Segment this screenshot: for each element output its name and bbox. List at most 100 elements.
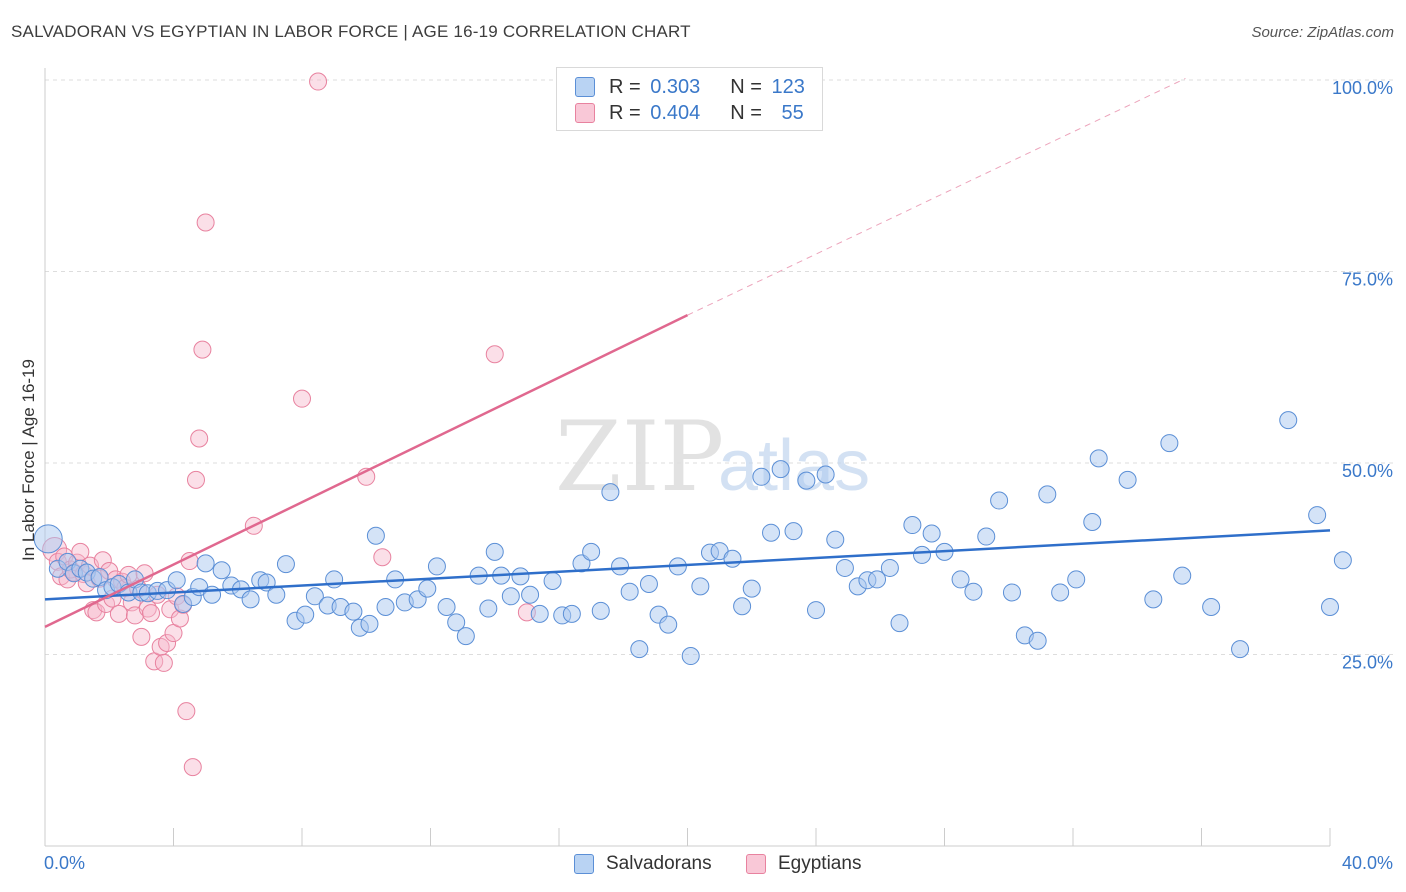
r-value: 0.404 [650,101,701,124]
salvadoran-point [167,571,186,590]
salvadoran-point [376,598,395,617]
salvadoran-point [360,614,379,633]
salvadoran-point [267,585,286,604]
salvadoran-point [913,545,932,564]
salvadoran-point [797,471,816,490]
salvadoran-point [418,579,437,598]
egyptian-point [177,702,196,721]
salvadoran-point [456,627,475,646]
chart-title: SALVADORAN VS EGYPTIAN IN LABOR FORCE | … [11,22,691,41]
egyptians-trend-line [44,314,689,629]
salvadoran-point [990,491,1009,510]
salvadoran-point [639,575,658,594]
salvadoran-point [501,587,520,606]
stats-row-egyptians: R = 0.404 N = 55 [575,100,804,126]
y-tick-label: 75.0% [1342,270,1393,290]
salvadoran-point [1279,411,1298,430]
salvadoran-point [582,542,601,561]
salvadoran-point [530,604,549,623]
salvadoran-point [868,570,887,589]
axes [44,68,1331,847]
salvadoran-point [752,467,771,486]
salvadoran-point [562,604,581,623]
egyptians-legend-swatch [746,854,766,874]
salvadoran-point [447,613,466,632]
salvadoran-point [511,567,530,586]
salvadoran-point [241,590,260,609]
trend-lines [44,78,1331,629]
salvadoran-point [543,571,562,590]
egyptian-point [485,345,504,364]
salvadoran-point [807,601,825,620]
watermark: ZIP atlas [555,401,870,513]
r-label: R = [609,101,641,124]
salvadorans-points [33,411,1352,666]
salvadoran-point [977,527,996,546]
egyptian-point [373,548,392,567]
stats-legend: R = 0.303 N = 123 R = 0.404 N = 55 [556,67,823,131]
salvadoran-point [771,460,790,479]
salvadoran-point [1202,598,1221,617]
salvadoran-point [1118,470,1137,489]
salvadoran-point [437,598,456,617]
n-value: 123 [771,75,805,98]
salvadoran-point [1321,598,1339,617]
salvadoran-point [681,647,700,666]
salvadoran-point [196,554,215,573]
source-credit: Source: ZipAtlas.com [1251,24,1394,41]
legend-label-salvadorans: Salvadorans [606,853,712,874]
salvadoran-point [601,483,620,502]
r-label: R = [609,75,641,98]
salvadoran-point [620,582,639,601]
salvadoran-point [1002,583,1021,602]
stats-row-salvadorans: R = 0.303 N = 123 [575,74,805,100]
salvadoran-point [1028,631,1047,650]
salvadoran-point [1038,485,1057,504]
salvadoran-point [1083,512,1102,531]
grid-lines [45,79,1395,655]
legend-item-salvadorans[interactable]: Salvadorans [574,851,712,877]
y-axis-label: In Labor Force | Age 16-19 [19,359,38,561]
y-tick-label: 50.0% [1342,461,1393,481]
salvadoran-point [591,601,610,620]
salvadoran-point [276,555,295,574]
salvadoran-point [366,526,385,545]
egyptian-point [158,634,177,653]
salvadoran-point [816,465,835,484]
egyptian-point [186,470,205,489]
x-tick-label: 40.0% [1342,853,1393,873]
salvadoran-point [611,557,630,576]
legend-label-egyptians: Egyptians [778,853,862,874]
salvadoran-point [427,557,446,576]
salvadoran-point [296,605,315,624]
n-label: N = [730,101,762,124]
egyptian-point [293,389,311,408]
salvadoran-point [521,585,540,604]
salvadoran-point [479,599,498,618]
legend-item-egyptians[interactable]: Egyptians [746,851,861,877]
egyptian-point [190,429,209,448]
salvadoran-point [762,523,781,542]
salvadoran-point [485,542,504,561]
salvadoran-point [922,524,941,543]
egyptian-point [183,758,202,777]
salvadoran-point [733,597,752,616]
salvadoran-point [784,522,803,541]
salvadorans-swatch [575,77,595,97]
salvadoran-point [890,614,909,633]
n-value: 55 [781,101,804,124]
egyptian-point [154,653,173,672]
salvadorans-trend-line [44,529,1331,601]
egyptian-point [196,213,215,232]
salvadoran-point [951,570,970,589]
salvadoran-point [572,554,591,573]
salvadoran-point [880,558,899,577]
egyptians-trend-extension [687,78,1186,316]
salvadoran-point [826,530,845,549]
egyptian-point [142,604,161,623]
salvadoran-point [835,558,854,577]
salvadoran-point [723,549,742,568]
watermark-atlas: atlas [718,426,870,506]
salvadoran-point [1067,570,1086,589]
